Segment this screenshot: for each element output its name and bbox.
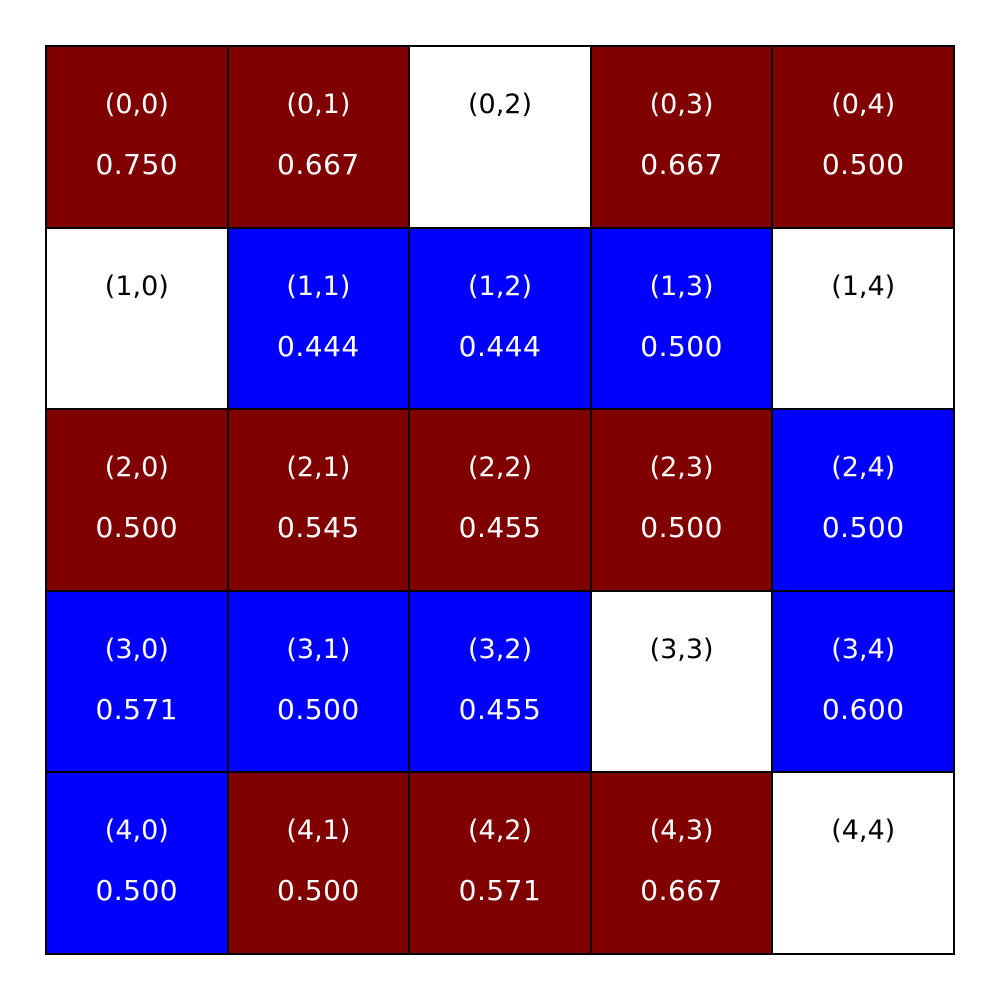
cell-coord: (3,2) <box>467 633 532 665</box>
grid-cell: (4,0) 0.500 <box>47 773 227 953</box>
cell-coord: (3,3) <box>649 633 714 665</box>
cell-coord: (4,4) <box>831 815 896 847</box>
cell-coord: (4,3) <box>649 815 714 847</box>
cell-coord: (1,0) <box>104 270 169 302</box>
cell-value: 0.500 <box>277 874 360 908</box>
cell-coord: (3,4) <box>831 633 896 665</box>
cell-coord: (0,0) <box>104 89 169 120</box>
grid-cell: (0,2) <box>410 47 590 227</box>
cell-value: 0.500 <box>95 874 179 908</box>
cell-coord: (0,4) <box>831 89 896 120</box>
grid-cell: (0,4) 0.500 <box>773 47 953 227</box>
cell-value: 0.545 <box>277 511 360 545</box>
cell-value: 0.667 <box>640 874 723 908</box>
grid-cell: (0,3) 0.667 <box>591 47 772 227</box>
cell-coord: (4,0) <box>104 815 169 847</box>
grid: (0,0) 0.750 (0,1) 0.667 (0,2) (0,3) 0.66… <box>45 45 955 955</box>
grid-cell: (3,2) 0.455 <box>410 591 590 772</box>
grid-cell: (2,0) 0.500 <box>47 410 227 590</box>
grid-cell: (3,1) 0.500 <box>228 591 409 772</box>
cell-value: 0.444 <box>277 329 360 363</box>
grid-cell: (2,3) 0.500 <box>591 410 772 590</box>
grid-cell: (1,2) 0.444 <box>410 228 590 409</box>
cell-coord: (4,2) <box>467 815 532 847</box>
cell-coord: (1,1) <box>286 270 351 302</box>
cell-value: 0.667 <box>640 148 723 181</box>
grid-cell: (0,1) 0.667 <box>228 47 409 227</box>
cell-value: 0.500 <box>821 511 905 545</box>
cell-value: 0.500 <box>277 692 360 726</box>
cell-coord: (1,3) <box>649 270 714 302</box>
grid-cell: (1,1) 0.444 <box>228 228 409 409</box>
cell-coord: (1,4) <box>831 270 896 302</box>
cell-coord: (0,3) <box>649 89 714 120</box>
grid-cell: (1,0) <box>47 228 227 409</box>
grid-cell: (2,2) 0.455 <box>410 410 590 590</box>
cell-value: 0.750 <box>95 148 179 181</box>
cell-value: 0.455 <box>458 511 542 545</box>
cell-coord: (2,4) <box>831 452 896 484</box>
grid-cell: (4,3) 0.667 <box>591 773 772 953</box>
grid-cell: (0,0) 0.750 <box>47 47 227 227</box>
cell-value: 0.571 <box>95 692 179 726</box>
cell-value: 0.571 <box>458 874 542 908</box>
cell-value: 0.500 <box>95 511 179 545</box>
grid-cell: (4,4) <box>773 773 953 953</box>
cell-value: 0.500 <box>821 148 905 181</box>
cell-value: 0.455 <box>458 692 542 726</box>
grid-cell: (2,1) 0.545 <box>228 410 409 590</box>
grid-cell: (4,1) 0.500 <box>228 773 409 953</box>
cell-coord: (3,0) <box>104 633 169 665</box>
cell-coord: (0,2) <box>467 89 532 120</box>
cell-value: 0.600 <box>821 692 905 726</box>
cell-coord: (2,1) <box>286 452 351 484</box>
cell-coord: (3,1) <box>286 633 351 665</box>
cell-value: 0.667 <box>277 148 360 181</box>
cell-coord: (2,0) <box>104 452 169 484</box>
cell-value: 0.500 <box>640 329 723 363</box>
cell-coord: (1,2) <box>467 270 532 302</box>
cell-coord: (0,1) <box>286 89 351 120</box>
grid-cell: (1,3) 0.500 <box>591 228 772 409</box>
cell-coord: (2,2) <box>467 452 532 484</box>
grid-cell: (3,3) <box>591 591 772 772</box>
cell-coord: (4,1) <box>286 815 351 847</box>
grid-cell: (3,4) 0.600 <box>773 591 953 772</box>
cell-value: 0.500 <box>640 511 723 545</box>
cell-value: 0.444 <box>458 329 542 363</box>
grid-cell: (4,2) 0.571 <box>410 773 590 953</box>
grid-cell: (1,4) <box>773 228 953 409</box>
grid-cell: (2,4) 0.500 <box>773 410 953 590</box>
grid-cell: (3,0) 0.571 <box>47 591 227 772</box>
cell-coord: (2,3) <box>649 452 714 484</box>
